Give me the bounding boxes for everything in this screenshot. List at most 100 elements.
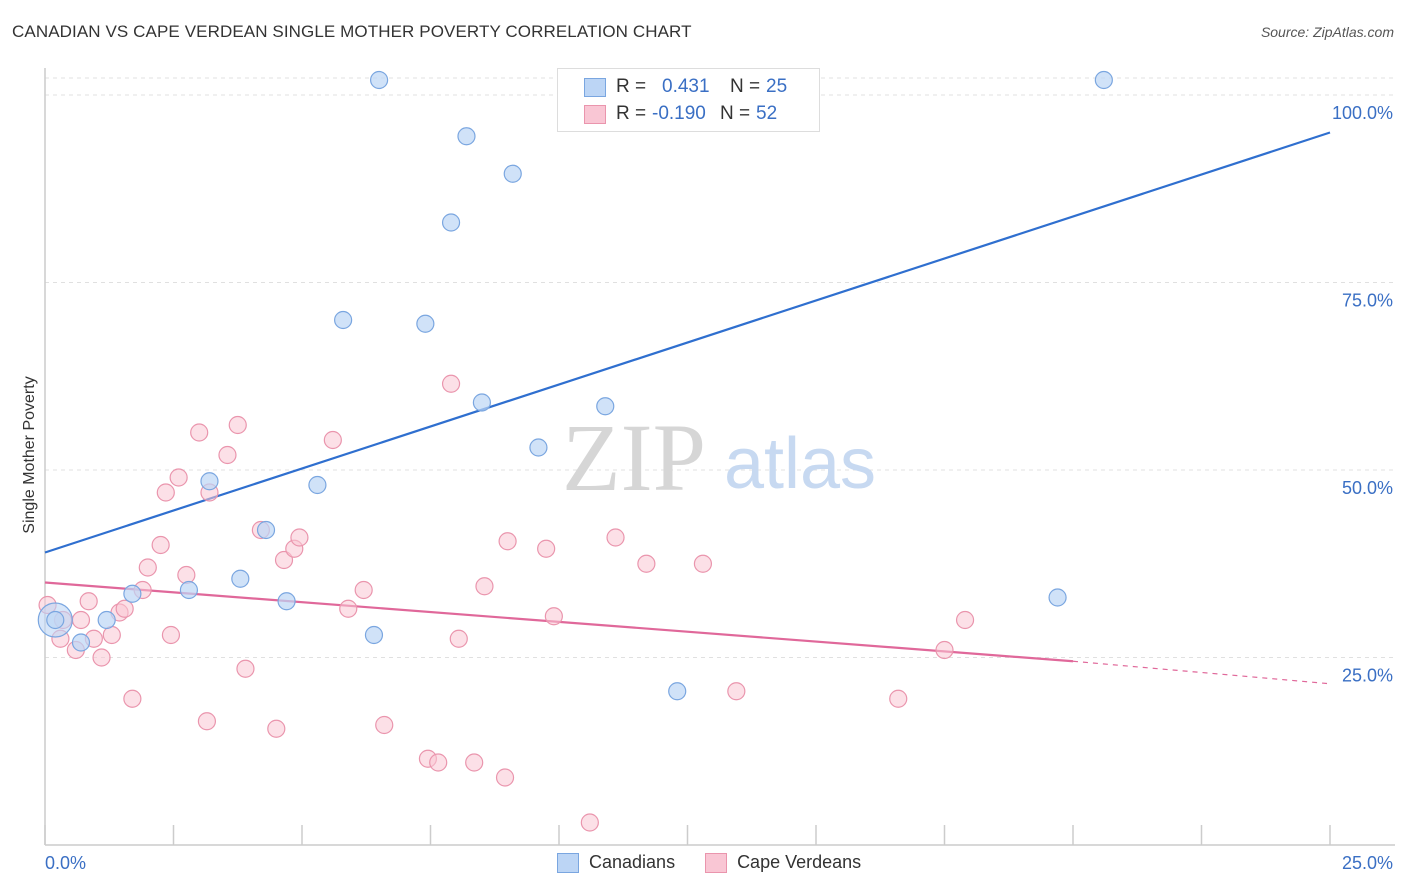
canadians-point [71, 633, 91, 652]
cape-verdeans-point [190, 423, 209, 442]
cape-verdeans-point [544, 607, 563, 626]
cape-verdeans-legend-label: Cape Verdeans [737, 852, 862, 872]
canadians-point [472, 393, 491, 412]
canadians-point [596, 397, 615, 416]
canadians-point [256, 520, 276, 540]
watermark-atlas: atlas [724, 424, 876, 504]
watermark: ZIP atlas [562, 404, 876, 511]
legend-item-cape-verdeans[interactable]: Cape Verdeans [705, 852, 861, 873]
cape-verdeans-trend-extension [1072, 660, 1331, 685]
canadians-point [46, 610, 65, 630]
canadians-point [334, 310, 353, 330]
canadians-point [97, 610, 116, 630]
x-tick-label-min: 0.0% [45, 853, 86, 873]
cape-verdeans-point [156, 483, 175, 502]
legend-row-cape-verdeans: R = -0.190 N = 52 [558, 101, 777, 127]
canadians-point [1094, 70, 1113, 90]
r-label: R = [616, 103, 647, 124]
y-tick-label: 100.0% [1332, 103, 1393, 123]
series-legend: Canadians Cape Verdeans [557, 852, 891, 873]
cape-verdeans-point [498, 532, 517, 551]
cape-verdeans-point [79, 592, 98, 611]
axes [44, 68, 1395, 846]
cape-verdeans-point [935, 640, 954, 660]
cape-verdeans-swatch [584, 104, 606, 124]
cape-verdeans-point [449, 629, 468, 648]
cape-verdeans-point [115, 599, 134, 618]
cape-verdeans-point [274, 550, 294, 570]
canadians-point [370, 70, 389, 90]
canadians-point [277, 592, 296, 611]
canadians-point [668, 682, 687, 701]
canadians-legend-swatch [557, 852, 579, 873]
canadians-point [416, 314, 435, 333]
cape-verdeans-point [637, 554, 656, 573]
canadians-point [529, 438, 548, 457]
canadians-n-value: 25 [766, 76, 788, 97]
legend-item-canadians[interactable]: Canadians [557, 852, 675, 873]
canadians-point [1048, 588, 1067, 607]
canadians-point [364, 625, 384, 645]
cape-verdeans-legend-swatch [705, 852, 728, 873]
canadians-point [308, 475, 327, 495]
cape-verdeans-point [606, 528, 625, 547]
chart-title: CANADIAN VS CAPE VERDEAN SINGLE MOTHER P… [12, 22, 692, 41]
cape-verdeans-point [151, 535, 170, 555]
watermark-zip: ZIP [562, 404, 706, 511]
legend-row-canadians: R = 0.431 N = 25 [558, 74, 787, 100]
cape-verdeans-point [429, 753, 448, 772]
cape-verdeans-point [161, 625, 181, 645]
canadians-swatch [584, 77, 606, 97]
correlation-legend: R = 0.431 N = 25 R = -0.190 N = 52 [557, 68, 820, 132]
source-credit: Source: ZipAtlas.com [1260, 24, 1394, 40]
canadians-r-value: 0.431 [662, 76, 710, 97]
cape-verdeans-n-value: 52 [756, 103, 778, 124]
canadians-point [179, 580, 199, 600]
canadians-point [123, 584, 142, 603]
n-label: N = [720, 103, 751, 124]
cape-verdeans-point [580, 813, 599, 832]
cape-verdeans-point [495, 768, 515, 787]
n-label: N = [730, 76, 761, 97]
cape-verdeans-point [267, 719, 286, 738]
y-tick-label: 75.0% [1342, 291, 1393, 311]
cape-verdeans-point [71, 610, 91, 630]
cape-verdeans-point [228, 415, 247, 435]
grid-lines [45, 77, 1395, 658]
canadians-point [441, 213, 461, 232]
cape-verdeans-point [465, 753, 484, 772]
canadians-point [231, 569, 250, 588]
y-axis-label: Single Mother Poverty [21, 376, 38, 534]
cape-verdeans-point [138, 558, 157, 577]
canadians-trend-line [44, 131, 1331, 554]
cape-verdeans-point [177, 565, 196, 585]
y-tick-label: 25.0% [1342, 666, 1393, 686]
cape-verdeans-point [727, 682, 746, 701]
cape-verdeans-point [92, 648, 111, 667]
x-tick-label-max: 25.0% [1342, 853, 1393, 873]
cape-verdeans-point [375, 715, 394, 735]
cape-verdeans-point [955, 610, 975, 630]
cape-verdeans-point [339, 599, 358, 618]
canadians-point [457, 127, 476, 146]
data-points [37, 70, 1113, 832]
cape-verdeans-point [537, 539, 556, 558]
cape-verdeans-point [441, 374, 461, 393]
cape-verdeans-r-value: -0.190 [652, 103, 706, 124]
cape-verdeans-point [236, 659, 255, 678]
cape-verdeans-point [323, 430, 342, 450]
y-tick-label: 50.0% [1342, 478, 1393, 498]
cape-verdeans-point [123, 689, 142, 708]
r-label: R = [616, 76, 647, 97]
tick-labels: 25.0% 50.0% 75.0% 100.0% 0.0% 25.0% [45, 103, 1393, 873]
canadians-point [503, 164, 522, 183]
cape-verdeans-point [354, 580, 373, 600]
cape-verdeans-point [475, 577, 494, 596]
cape-verdeans-point [197, 712, 217, 731]
canadians-point [200, 472, 219, 491]
cape-verdeans-point [290, 528, 309, 547]
cape-verdeans-point [889, 689, 908, 708]
canadians-legend-label: Canadians [589, 852, 676, 872]
cape-verdeans-point [693, 554, 713, 573]
